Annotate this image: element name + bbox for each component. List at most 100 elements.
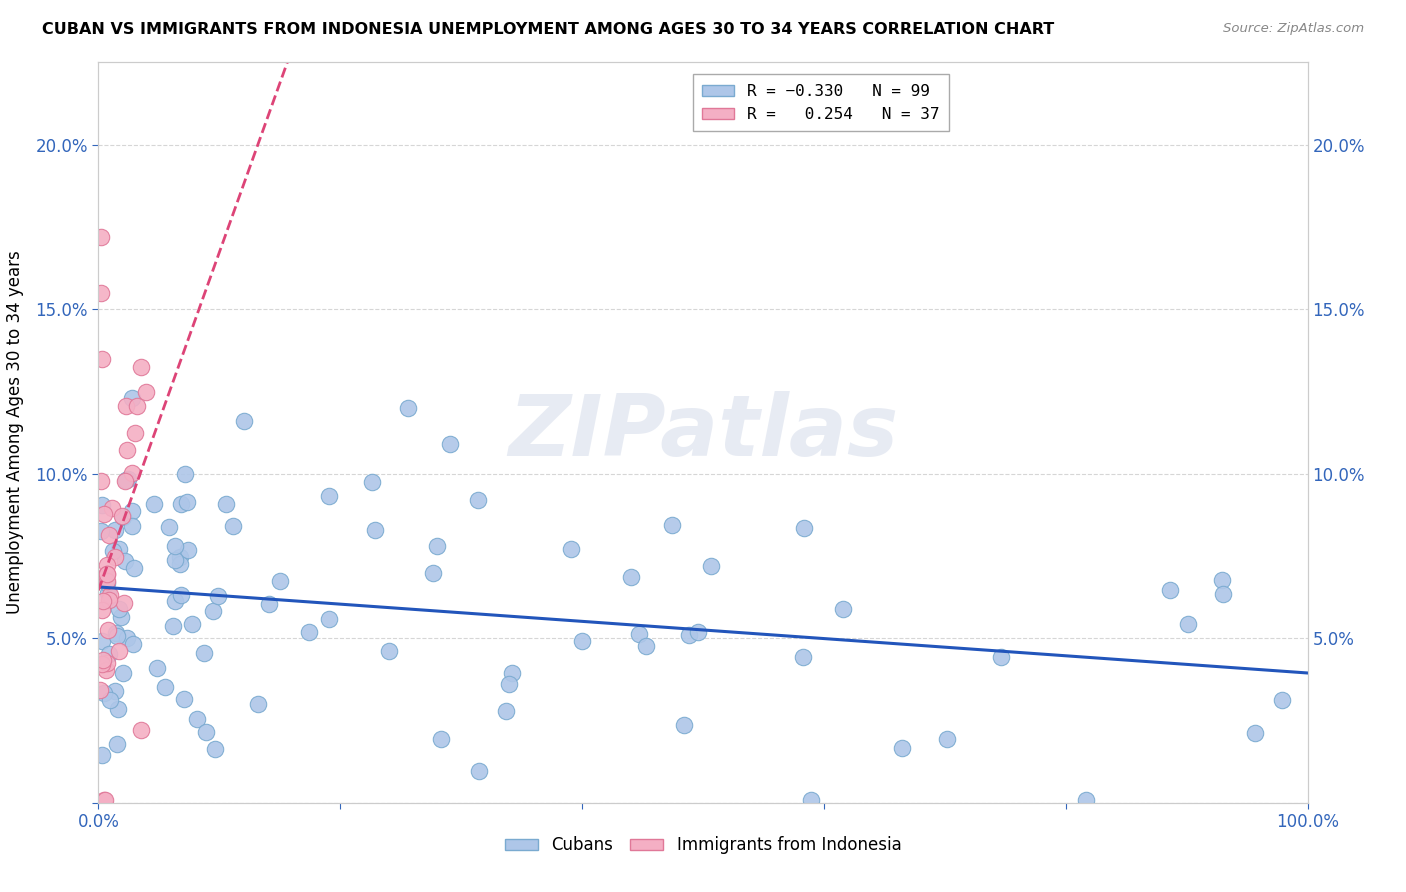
Point — [201, 604, 224, 618]
Point — [112, 666, 135, 681]
Point — [96, 575, 118, 590]
Point — [378, 643, 401, 657]
Point — [91, 748, 114, 763]
Point — [1212, 587, 1234, 601]
Legend: Cubans, Immigrants from Indonesia: Cubans, Immigrants from Indonesia — [498, 830, 908, 861]
Point — [501, 665, 523, 680]
Point — [204, 741, 226, 756]
Point — [111, 508, 134, 523]
Point — [96, 568, 118, 582]
Point — [430, 732, 453, 747]
Point — [96, 558, 118, 573]
Point — [439, 437, 461, 451]
Point — [247, 698, 270, 712]
Point — [222, 519, 245, 533]
Point — [104, 549, 127, 564]
Point — [135, 385, 157, 400]
Point — [163, 553, 186, 567]
Point — [104, 683, 127, 698]
Point — [318, 489, 340, 503]
Point — [127, 399, 149, 413]
Point — [96, 574, 118, 588]
Point — [426, 539, 449, 553]
Point — [628, 627, 651, 641]
Point — [105, 629, 128, 643]
Point — [636, 640, 658, 654]
Point — [498, 676, 520, 690]
Point — [101, 544, 124, 558]
Point — [115, 631, 138, 645]
Point — [94, 663, 117, 677]
Point — [799, 792, 821, 806]
Point — [105, 626, 128, 640]
Point — [935, 732, 957, 747]
Point — [269, 574, 291, 588]
Point — [215, 497, 238, 511]
Point — [115, 400, 138, 414]
Text: ZIPatlas: ZIPatlas — [508, 391, 898, 475]
Point — [117, 443, 139, 458]
Point — [180, 616, 202, 631]
Point — [890, 741, 912, 756]
Point — [673, 718, 696, 732]
Point — [91, 594, 114, 608]
Point — [495, 705, 517, 719]
Point — [97, 527, 120, 541]
Point — [93, 792, 115, 806]
Point — [157, 520, 180, 534]
Point — [143, 497, 166, 511]
Point — [105, 737, 128, 751]
Point — [467, 493, 489, 508]
Text: CUBAN VS IMMIGRANTS FROM INDONESIA UNEMPLOYMENT AMONG AGES 30 TO 34 YEARS CORREL: CUBAN VS IMMIGRANTS FROM INDONESIA UNEMP… — [42, 22, 1054, 37]
Point — [90, 285, 112, 300]
Point — [1159, 583, 1181, 598]
Point — [792, 649, 814, 664]
Point — [112, 509, 135, 524]
Point — [173, 691, 195, 706]
Point — [422, 566, 444, 580]
Point — [1244, 726, 1267, 740]
Point — [257, 598, 280, 612]
Point — [153, 681, 176, 695]
Point — [1177, 617, 1199, 632]
Point — [98, 593, 121, 607]
Point — [124, 426, 146, 441]
Point — [107, 602, 129, 616]
Point — [108, 643, 131, 657]
Point — [96, 567, 118, 582]
Point — [129, 359, 152, 374]
Point — [169, 557, 191, 571]
Point — [176, 495, 198, 509]
Point — [90, 230, 112, 244]
Point — [678, 628, 700, 642]
Point — [98, 693, 121, 707]
Point — [97, 624, 120, 638]
Point — [1074, 792, 1097, 806]
Point — [207, 589, 229, 603]
Point — [298, 624, 321, 639]
Point — [122, 637, 145, 651]
Point — [107, 702, 129, 716]
Point — [97, 586, 120, 600]
Point — [620, 570, 643, 584]
Point — [121, 466, 143, 480]
Point — [89, 524, 111, 538]
Point — [101, 501, 124, 516]
Point — [121, 391, 143, 405]
Point — [122, 561, 145, 575]
Point — [571, 634, 593, 648]
Point — [91, 498, 114, 512]
Point — [91, 657, 114, 672]
Point — [793, 521, 815, 535]
Point — [91, 653, 114, 667]
Point — [232, 414, 254, 428]
Point — [89, 682, 111, 697]
Point — [117, 472, 139, 486]
Point — [114, 474, 136, 488]
Point — [98, 647, 121, 661]
Point — [990, 650, 1012, 665]
Point — [112, 596, 135, 610]
Point — [104, 523, 127, 537]
Point — [146, 661, 169, 675]
Point — [90, 603, 112, 617]
